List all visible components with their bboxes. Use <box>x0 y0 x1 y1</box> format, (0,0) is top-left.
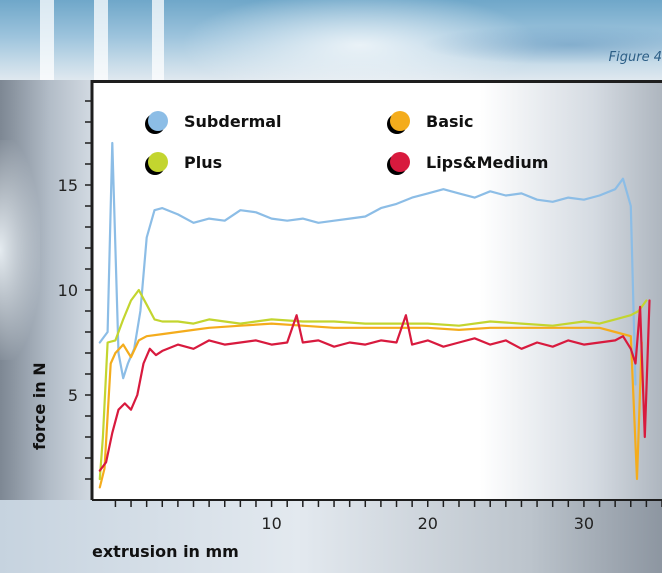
plot-panel <box>92 80 662 503</box>
figure-label: Figure 4 <box>608 50 662 65</box>
banner-stripe <box>94 0 108 80</box>
legend-item-basic: Basic <box>387 111 473 134</box>
banner-stripe <box>40 0 54 80</box>
bottom-decor-band <box>0 500 662 573</box>
banner-wave <box>420 25 662 65</box>
axes <box>90 80 662 501</box>
banner-stripe <box>152 0 164 80</box>
x-tick-label: 10 <box>261 514 281 533</box>
x-tick-label: 20 <box>418 514 438 533</box>
series-line-plus <box>98 288 648 481</box>
x-tick-label: 30 <box>574 514 594 533</box>
series-line-subdermal <box>98 141 637 386</box>
header-banner: Figure 4 <box>0 0 662 80</box>
legend-marker <box>390 152 410 172</box>
legend-marker <box>148 111 168 131</box>
legend-marker <box>390 111 410 131</box>
x-axis-label: extrusion in mm <box>92 542 239 561</box>
legend-label: Plus <box>184 153 222 172</box>
legend: Subdermal Basic Plus Lips&Medium <box>145 111 548 175</box>
series-line-lips-medium <box>98 299 651 472</box>
series-layer <box>98 141 651 489</box>
legend-label: Lips&Medium <box>426 153 548 172</box>
legend-label: Basic <box>426 112 473 131</box>
y-tick-label: 5 <box>68 386 78 405</box>
y-tick-label: 15 <box>58 176 78 195</box>
series-line-basic <box>98 322 643 489</box>
left-decor-band <box>0 80 92 573</box>
ticks: 5 10 15 10 20 30 <box>58 100 662 533</box>
legend-item-lips-medium: Lips&Medium <box>387 152 548 175</box>
legend-label: Subdermal <box>184 112 282 131</box>
y-axis-label: force in N <box>30 362 49 450</box>
banner-glow <box>180 0 540 80</box>
legend-item-plus: Plus <box>145 152 222 175</box>
legend-marker <box>148 152 168 172</box>
legend-item-subdermal: Subdermal <box>145 111 282 134</box>
decor-swirl <box>0 140 40 360</box>
y-tick-label: 10 <box>58 281 78 300</box>
